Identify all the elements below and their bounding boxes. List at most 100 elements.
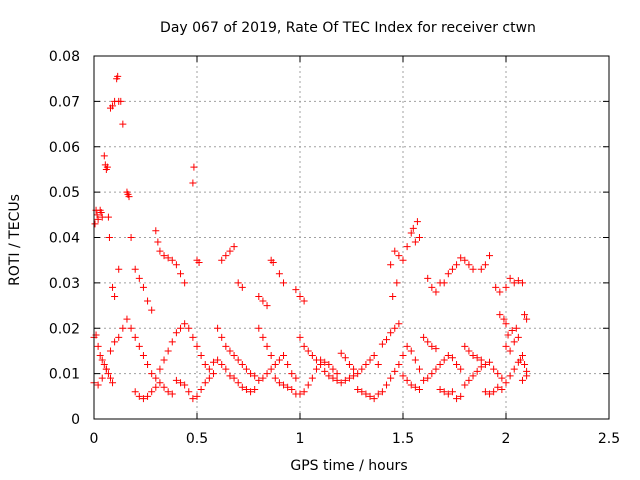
- data-point: [255, 376, 263, 384]
- data-point: [263, 370, 271, 378]
- data-point: [411, 383, 419, 391]
- data-point: [329, 365, 337, 373]
- data-point: [238, 283, 246, 291]
- data-point: [325, 361, 333, 369]
- data-point: [296, 333, 304, 341]
- data-point: [168, 390, 176, 398]
- data-point: [420, 376, 428, 384]
- data-point: [172, 329, 180, 337]
- data-point: [389, 292, 397, 300]
- data-point: [494, 370, 502, 378]
- data-point: [94, 215, 102, 223]
- y-axis-label: ROTI / TECUs: [7, 194, 23, 286]
- data-point: [461, 381, 469, 389]
- data-point: [312, 365, 320, 373]
- data-point: [453, 361, 461, 369]
- data-point: [424, 274, 432, 282]
- data-point: [238, 383, 246, 391]
- data-point: [465, 347, 473, 355]
- data-point: [312, 356, 320, 364]
- data-point: [263, 302, 271, 310]
- data-point: [383, 381, 391, 389]
- data-point: [160, 383, 168, 391]
- data-point: [230, 351, 238, 359]
- data-point: [354, 370, 362, 378]
- data-point: [469, 351, 477, 359]
- data-point: [131, 388, 139, 396]
- data-point: [288, 386, 296, 394]
- data-point: [234, 279, 242, 287]
- data-point: [378, 340, 386, 348]
- data-point: [115, 333, 123, 341]
- data-point: [325, 372, 333, 380]
- data-point: [413, 218, 421, 226]
- data-point: [218, 333, 226, 341]
- data-point: [436, 361, 444, 369]
- data-point: [395, 361, 403, 369]
- data-point: [172, 376, 180, 384]
- data-point: [341, 376, 349, 384]
- data-point: [119, 324, 127, 332]
- data-point: [172, 261, 180, 269]
- data-point: [366, 356, 374, 364]
- data-point: [453, 261, 461, 269]
- data-point: [521, 311, 529, 319]
- y-tick-label: 0.03: [49, 276, 80, 292]
- data-point: [117, 97, 125, 105]
- data-point: [366, 392, 374, 400]
- data-point: [139, 351, 147, 359]
- data-point: [111, 338, 119, 346]
- data-point: [308, 351, 316, 359]
- data-point: [477, 363, 485, 371]
- x-tick-label: 1: [296, 431, 305, 447]
- data-point: [189, 179, 197, 187]
- data-point: [512, 324, 520, 332]
- data-point: [510, 279, 518, 287]
- data-point: [234, 356, 242, 364]
- data-point: [496, 288, 504, 296]
- data-point: [444, 351, 452, 359]
- data-point: [506, 372, 514, 380]
- x-axis-label: GPS time / hours: [290, 458, 407, 474]
- data-point: [341, 354, 349, 362]
- data-point: [415, 365, 423, 373]
- data-point: [214, 324, 222, 332]
- data-point: [195, 258, 203, 266]
- data-point: [148, 388, 156, 396]
- data-point: [259, 297, 267, 305]
- data-point: [93, 211, 101, 219]
- data-point: [205, 374, 213, 382]
- data-point: [109, 283, 117, 291]
- data-point: [387, 261, 395, 269]
- data-point: [523, 315, 531, 323]
- data-point: [448, 388, 456, 396]
- data-point: [502, 342, 510, 350]
- data-point: [275, 379, 283, 387]
- data-point: [197, 386, 205, 394]
- data-point: [411, 238, 419, 246]
- data-point: [362, 390, 370, 398]
- data-point: [168, 338, 176, 346]
- data-point: [461, 256, 469, 264]
- data-point: [269, 258, 277, 266]
- data-point: [506, 347, 514, 355]
- data-point: [508, 327, 516, 335]
- data-point: [399, 256, 407, 264]
- data-point: [214, 356, 222, 364]
- data-point: [156, 365, 164, 373]
- data-point: [481, 361, 489, 369]
- data-point: [98, 374, 106, 382]
- x-tick-label: 0: [90, 431, 99, 447]
- data-point: [267, 365, 275, 373]
- data-point: [284, 383, 292, 391]
- data-point: [275, 356, 283, 364]
- data-point: [181, 381, 189, 389]
- data-point: [477, 356, 485, 364]
- data-point: [337, 349, 345, 357]
- data-point: [436, 386, 444, 394]
- data-point: [96, 351, 104, 359]
- data-point: [152, 383, 160, 391]
- data-point: [127, 324, 135, 332]
- data-point: [504, 331, 512, 339]
